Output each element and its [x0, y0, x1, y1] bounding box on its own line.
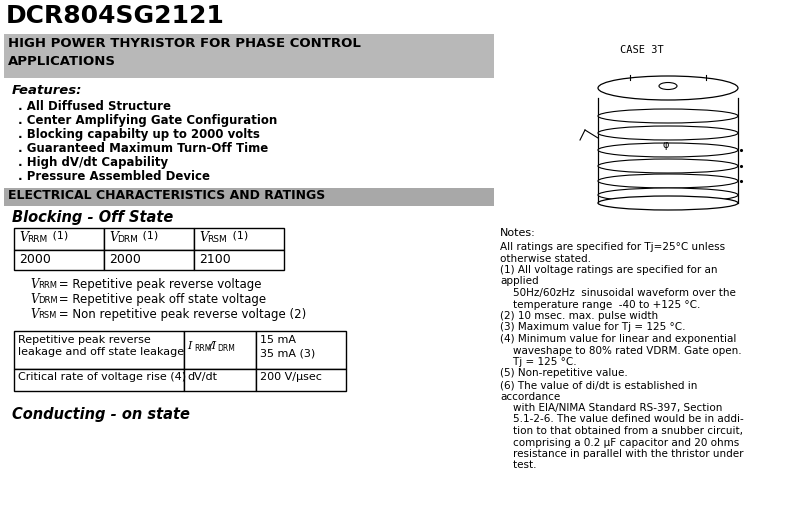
Ellipse shape — [597, 174, 737, 188]
Text: 5.1-2-6. The value defined would be in addi-: 5.1-2-6. The value defined would be in a… — [500, 415, 743, 424]
Text: DRM: DRM — [217, 344, 234, 353]
Text: 2000: 2000 — [109, 253, 140, 266]
Text: (1): (1) — [139, 231, 158, 241]
Text: 2100: 2100 — [199, 253, 230, 266]
Text: 15 mA: 15 mA — [260, 335, 296, 345]
Text: waveshape to 80% rated VDRM. Gate open.: waveshape to 80% rated VDRM. Gate open. — [500, 346, 740, 355]
Text: . Center Amplifying Gate Configuration: . Center Amplifying Gate Configuration — [18, 114, 277, 127]
Text: Conducting - on state: Conducting - on state — [12, 407, 190, 422]
Ellipse shape — [597, 126, 737, 140]
Text: φ: φ — [663, 140, 669, 150]
Text: . Guaranteed Maximum Turn-Off Time: . Guaranteed Maximum Turn-Off Time — [18, 142, 268, 155]
Text: 200 V/μsec: 200 V/μsec — [260, 372, 321, 382]
Text: otherwise stated.: otherwise stated. — [500, 253, 590, 264]
Bar — [14, 228, 104, 250]
Text: All ratings are specified for Tj=25°C unless: All ratings are specified for Tj=25°C un… — [500, 242, 724, 252]
Text: (2) 10 msec. max. pulse width: (2) 10 msec. max. pulse width — [500, 311, 657, 321]
Bar — [255, 369, 345, 391]
Ellipse shape — [597, 196, 737, 210]
Text: DRM: DRM — [117, 235, 138, 244]
Text: comprising a 0.2 μF capacitor and 20 ohms: comprising a 0.2 μF capacitor and 20 ohm… — [500, 437, 738, 447]
Bar — [184, 331, 255, 369]
Ellipse shape — [659, 82, 676, 90]
Text: dV/dt: dV/dt — [187, 372, 217, 382]
Text: DCR804SG2121: DCR804SG2121 — [6, 4, 225, 28]
Text: Repetitive peak reverse: Repetitive peak reverse — [18, 335, 151, 345]
Text: V: V — [109, 231, 118, 244]
Text: . Pressure Assembled Device: . Pressure Assembled Device — [18, 170, 210, 183]
Text: RRM: RRM — [38, 281, 57, 290]
Ellipse shape — [597, 188, 737, 202]
Text: DRM: DRM — [38, 296, 58, 305]
Text: V: V — [30, 278, 38, 291]
Bar — [104, 250, 194, 270]
Ellipse shape — [597, 76, 737, 100]
Text: 50Hz/60zHz  sinusoidal waveform over the: 50Hz/60zHz sinusoidal waveform over the — [500, 288, 735, 298]
Text: with EIA/NIMA Standard RS-397, Section: with EIA/NIMA Standard RS-397, Section — [500, 403, 722, 413]
Text: Features:: Features: — [12, 84, 82, 97]
Text: RSM: RSM — [38, 311, 56, 320]
Text: (4) Minimum value for linear and exponential: (4) Minimum value for linear and exponen… — [500, 334, 736, 344]
Text: Blocking - Off State: Blocking - Off State — [12, 210, 173, 225]
Text: RRM: RRM — [27, 235, 47, 244]
Text: /I: /I — [208, 341, 217, 351]
Text: = Repetitive peak off state voltage: = Repetitive peak off state voltage — [55, 293, 266, 306]
Text: . High dV/dt Capability: . High dV/dt Capability — [18, 156, 168, 169]
Text: V: V — [30, 293, 38, 306]
Text: V: V — [199, 231, 208, 244]
Text: . Blocking capabilty up to 2000 volts: . Blocking capabilty up to 2000 volts — [18, 128, 260, 141]
Text: (6) The value of di/dt is established in: (6) The value of di/dt is established in — [500, 380, 697, 390]
Text: leakage and off state leakage: leakage and off state leakage — [18, 347, 184, 357]
Text: (1): (1) — [49, 231, 68, 241]
Text: (1): (1) — [229, 231, 248, 241]
Text: (5) Non-repetitive value.: (5) Non-repetitive value. — [500, 369, 627, 378]
Text: RSM: RSM — [207, 235, 226, 244]
Bar — [194, 228, 284, 250]
Bar — [14, 250, 104, 270]
Bar — [255, 331, 345, 369]
Text: 2000: 2000 — [19, 253, 51, 266]
Text: CASE 3T: CASE 3T — [620, 45, 663, 55]
Text: (1) All voltage ratings are specified for an: (1) All voltage ratings are specified fo… — [500, 265, 717, 275]
Text: = Repetitive peak reverse voltage: = Repetitive peak reverse voltage — [55, 278, 261, 291]
Text: 35 mA (3): 35 mA (3) — [260, 349, 315, 359]
Text: . All Diffused Structure: . All Diffused Structure — [18, 100, 171, 113]
Bar — [14, 331, 184, 369]
Text: APPLICATIONS: APPLICATIONS — [8, 55, 116, 68]
Text: Tj = 125 °C.: Tj = 125 °C. — [500, 357, 576, 367]
Text: V: V — [19, 231, 28, 244]
Text: (3) Maximum value for Tj = 125 °C.: (3) Maximum value for Tj = 125 °C. — [500, 323, 684, 332]
Bar — [4, 188, 493, 206]
Ellipse shape — [597, 159, 737, 173]
Bar — [14, 369, 184, 391]
Bar — [184, 369, 255, 391]
Text: ELECTRICAL CHARACTERISTICS AND RATINGS: ELECTRICAL CHARACTERISTICS AND RATINGS — [8, 189, 325, 202]
Bar — [104, 228, 194, 250]
Text: Critical rate of voltage rise (4): Critical rate of voltage rise (4) — [18, 372, 186, 382]
Text: RRM: RRM — [194, 344, 211, 353]
Bar — [194, 250, 284, 270]
Text: applied: applied — [500, 276, 538, 287]
Ellipse shape — [597, 109, 737, 123]
Text: = Non repetitive peak reverse voltage (2): = Non repetitive peak reverse voltage (2… — [55, 308, 306, 321]
Text: temperature range  -40 to +125 °C.: temperature range -40 to +125 °C. — [500, 300, 700, 309]
Text: HIGH POWER THYRISTOR FOR PHASE CONTROL: HIGH POWER THYRISTOR FOR PHASE CONTROL — [8, 37, 360, 50]
Text: test.: test. — [500, 460, 536, 471]
Text: tion to that obtained from a snubber circuit,: tion to that obtained from a snubber cir… — [500, 426, 742, 436]
Ellipse shape — [597, 143, 737, 157]
Bar — [4, 34, 493, 78]
Text: accordance: accordance — [500, 392, 560, 401]
Text: resistance in parallel with the thristor under: resistance in parallel with the thristor… — [500, 449, 743, 459]
Text: I: I — [187, 341, 191, 351]
Text: Notes:: Notes: — [500, 228, 535, 238]
Text: V: V — [30, 308, 38, 321]
